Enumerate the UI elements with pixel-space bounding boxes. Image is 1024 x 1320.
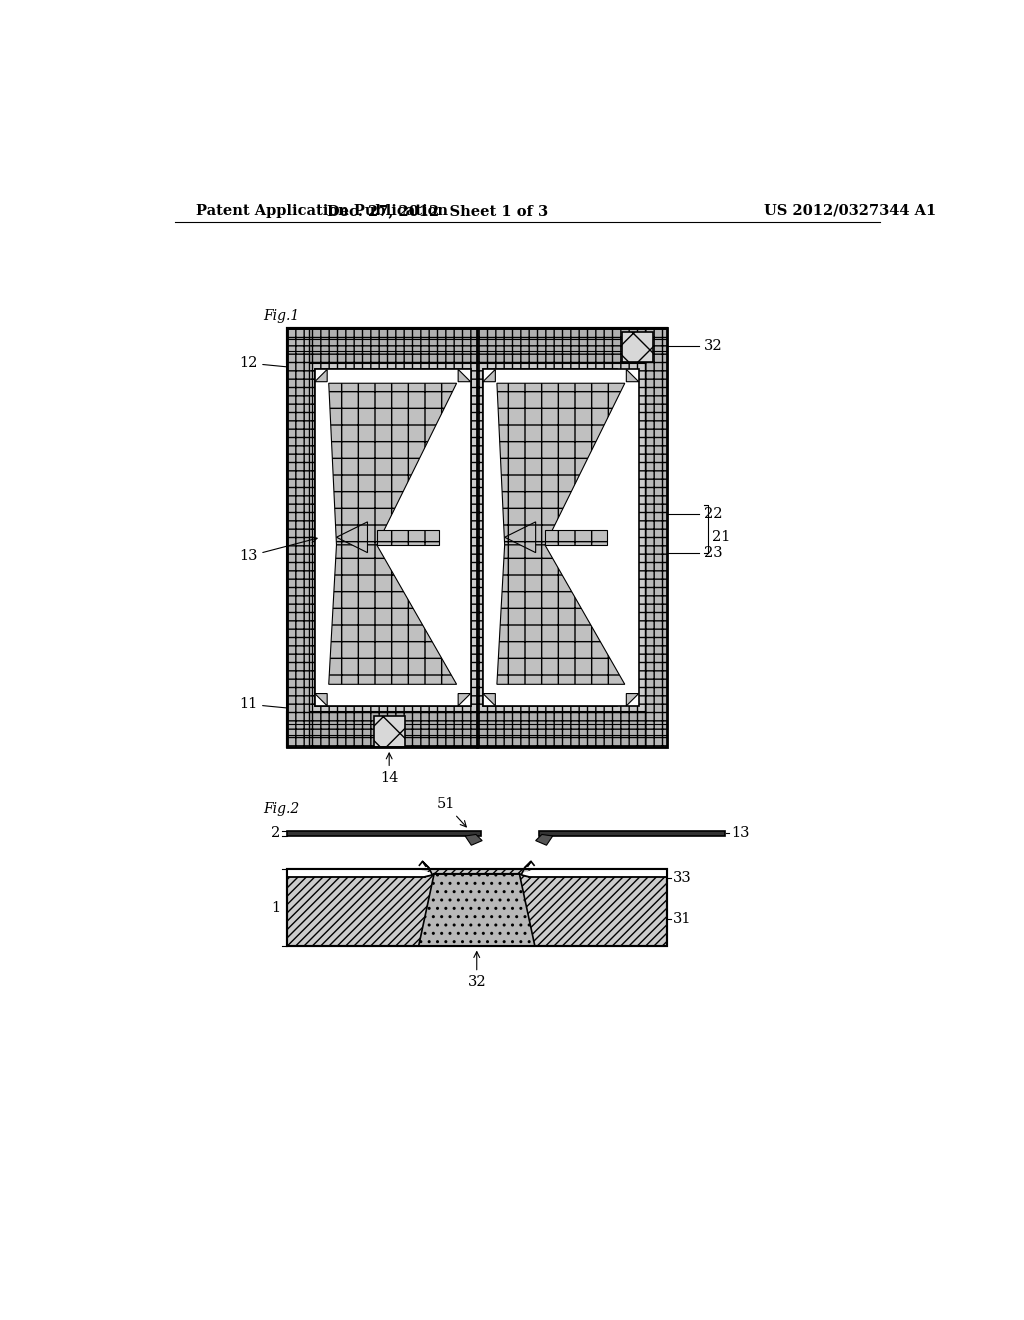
Text: 32: 32 (703, 338, 723, 352)
Bar (287, 327, 308, 747)
Polygon shape (337, 521, 368, 553)
Text: 51: 51 (436, 797, 466, 826)
Polygon shape (287, 869, 434, 876)
Bar (645, 327, 667, 747)
Text: Dec. 27, 2012  Sheet 1 of 3: Dec. 27, 2012 Sheet 1 of 3 (328, 203, 549, 218)
Bar (622, 331, 652, 363)
Text: 31: 31 (673, 912, 691, 927)
Polygon shape (627, 693, 639, 706)
Text: 2: 2 (271, 826, 281, 840)
Polygon shape (505, 521, 536, 553)
Polygon shape (483, 693, 496, 706)
Bar (314, 370, 471, 706)
Polygon shape (497, 383, 625, 545)
Text: 12: 12 (239, 356, 287, 370)
Bar (314, 370, 471, 706)
Bar (374, 715, 404, 747)
Text: Patent Application Publication: Patent Application Publication (197, 203, 449, 218)
Text: Fig.1: Fig.1 (263, 309, 300, 323)
Bar (287, 869, 667, 946)
Bar (483, 370, 617, 706)
Bar (545, 529, 607, 545)
Bar (287, 327, 667, 747)
Polygon shape (465, 834, 482, 845)
Polygon shape (419, 874, 535, 946)
Polygon shape (329, 545, 457, 684)
Text: 13: 13 (731, 826, 750, 840)
Text: 32: 32 (467, 952, 486, 990)
Text: 13: 13 (239, 537, 317, 564)
Polygon shape (314, 693, 328, 706)
Polygon shape (497, 545, 625, 684)
Text: US 2012/0327344 A1: US 2012/0327344 A1 (764, 203, 936, 218)
Polygon shape (536, 834, 553, 845)
Text: 14: 14 (380, 752, 398, 785)
Bar (287, 869, 667, 946)
Polygon shape (314, 370, 328, 381)
Bar (483, 370, 639, 706)
Bar (539, 830, 725, 836)
Bar (287, 711, 667, 747)
Text: 1: 1 (271, 900, 281, 915)
Bar (377, 529, 438, 545)
Text: 33: 33 (673, 871, 691, 886)
Bar (287, 327, 667, 747)
Text: 22: 22 (703, 507, 722, 521)
Bar (287, 327, 667, 363)
Text: 23: 23 (703, 545, 723, 560)
Polygon shape (458, 693, 471, 706)
Text: Fig.2: Fig.2 (263, 803, 300, 816)
Polygon shape (483, 370, 496, 381)
Polygon shape (458, 370, 471, 381)
Polygon shape (519, 869, 667, 876)
Text: 21: 21 (712, 531, 730, 544)
Polygon shape (627, 370, 639, 381)
Polygon shape (329, 383, 457, 545)
Text: 11: 11 (239, 697, 287, 711)
Bar (287, 830, 480, 836)
